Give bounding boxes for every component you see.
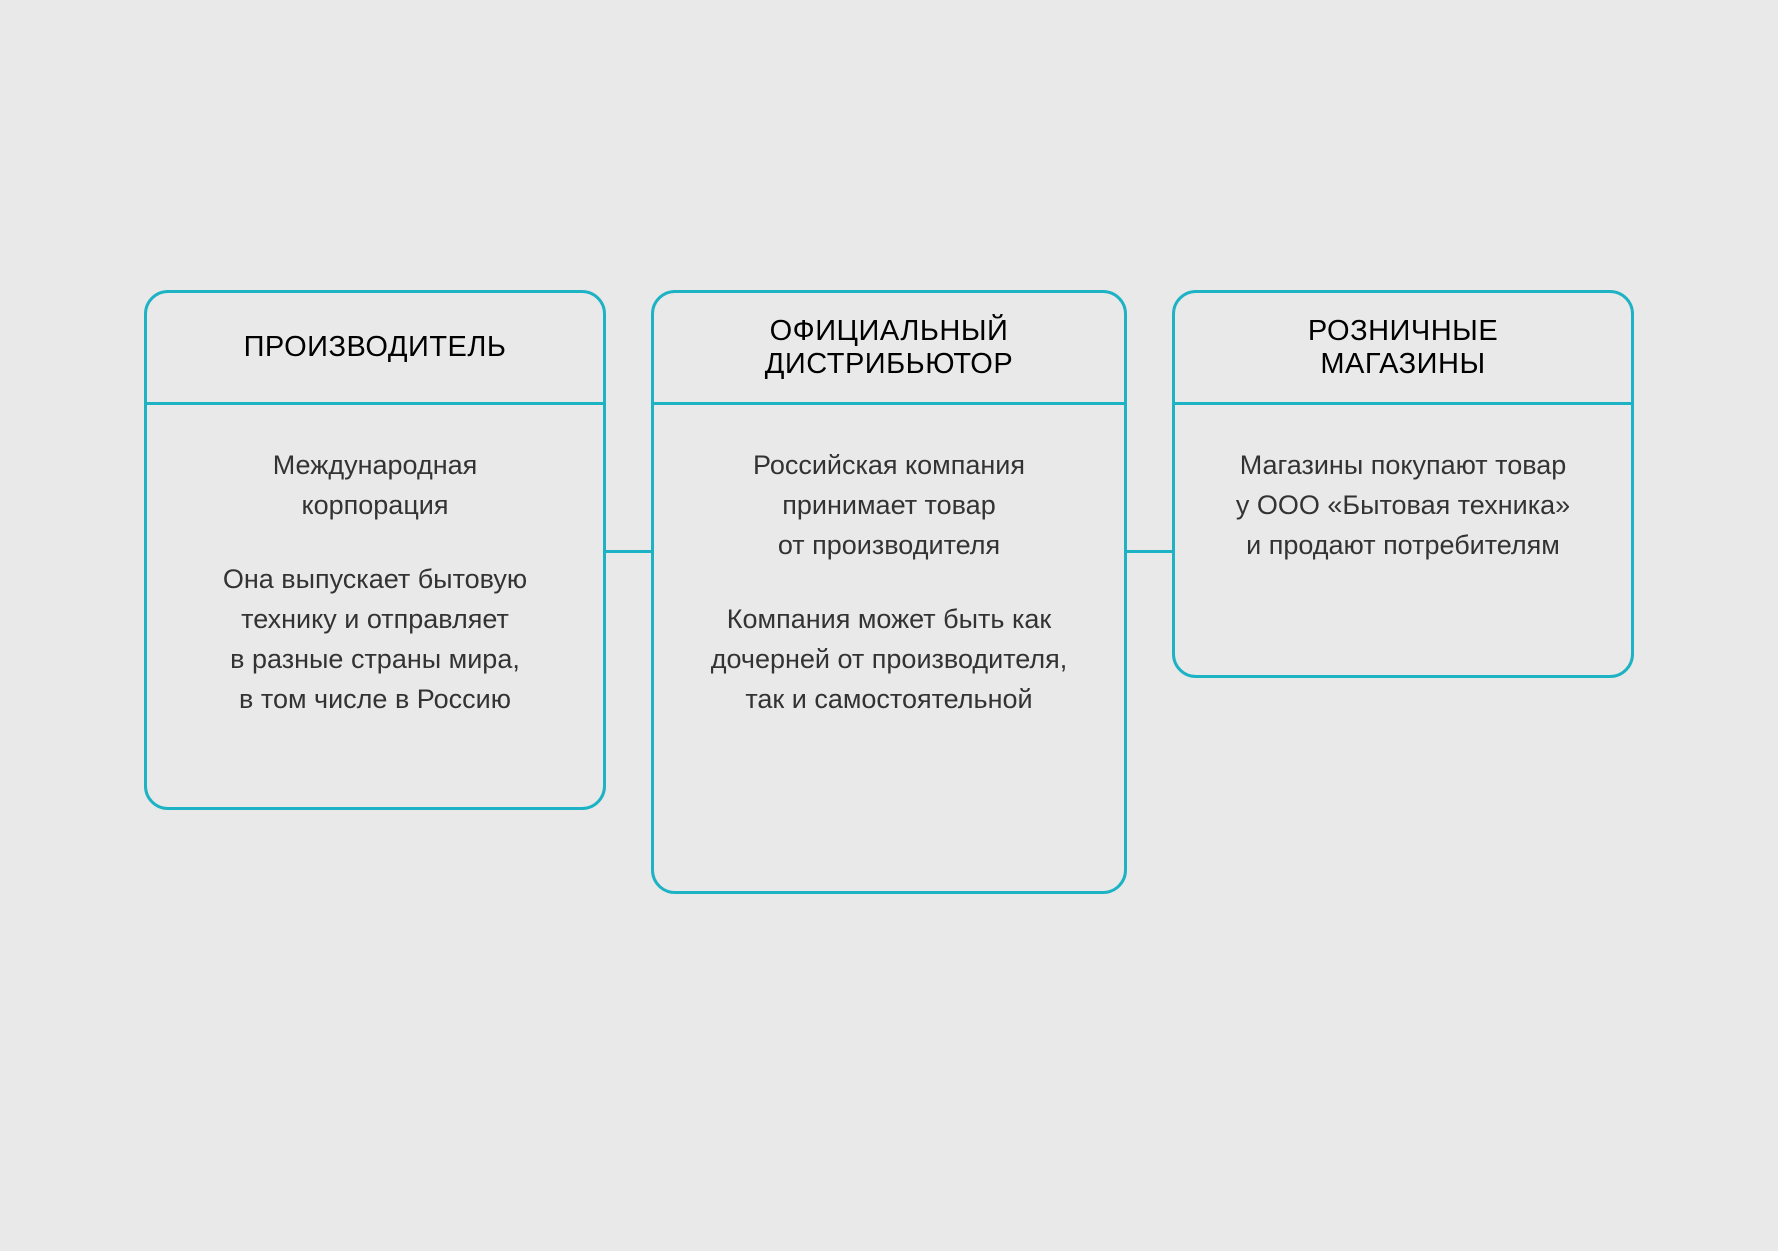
box-title: ОФИЦИАЛЬНЫЙ ДИСТРИБЬЮТОР <box>765 315 1013 381</box>
box-paragraph: Международная корпорация <box>177 445 573 525</box>
box-title: РОЗНИЧНЫЕ МАГАЗИНЫ <box>1308 315 1498 381</box>
flow-row: ПРОИЗВОДИТЕЛЬ Международная корпорация О… <box>144 290 1634 894</box>
box-title: ПРОИЗВОДИТЕЛЬ <box>244 331 507 364</box>
box-paragraph: Магазины покупают товар у ООО «Бытовая т… <box>1205 445 1601 565</box>
box-distributor: ОФИЦИАЛЬНЫЙ ДИСТРИБЬЮТОР Российская комп… <box>651 290 1127 894</box>
box-body: Международная корпорация Она выпускает б… <box>147 405 603 807</box>
connector <box>1127 550 1172 553</box>
box-paragraph: Российская компания принимает товар от п… <box>684 445 1094 565</box>
box-manufacturer: ПРОИЗВОДИТЕЛЬ Международная корпорация О… <box>144 290 606 810</box>
connector <box>606 550 651 553</box>
diagram-canvas: ПРОИЗВОДИТЕЛЬ Международная корпорация О… <box>0 0 1778 1251</box>
box-paragraph: Компания может быть как дочерней от прои… <box>684 599 1094 719</box>
box-header: РОЗНИЧНЫЕ МАГАЗИНЫ <box>1175 293 1631 405</box>
box-retail: РОЗНИЧНЫЕ МАГАЗИНЫ Магазины покупают тов… <box>1172 290 1634 678</box>
box-header: ПРОИЗВОДИТЕЛЬ <box>147 293 603 405</box>
box-body: Магазины покупают товар у ООО «Бытовая т… <box>1175 405 1631 675</box>
box-paragraph: Она выпускает бытовую технику и отправля… <box>177 559 573 719</box>
box-header: ОФИЦИАЛЬНЫЙ ДИСТРИБЬЮТОР <box>654 293 1124 405</box>
box-body: Российская компания принимает товар от п… <box>654 405 1124 891</box>
